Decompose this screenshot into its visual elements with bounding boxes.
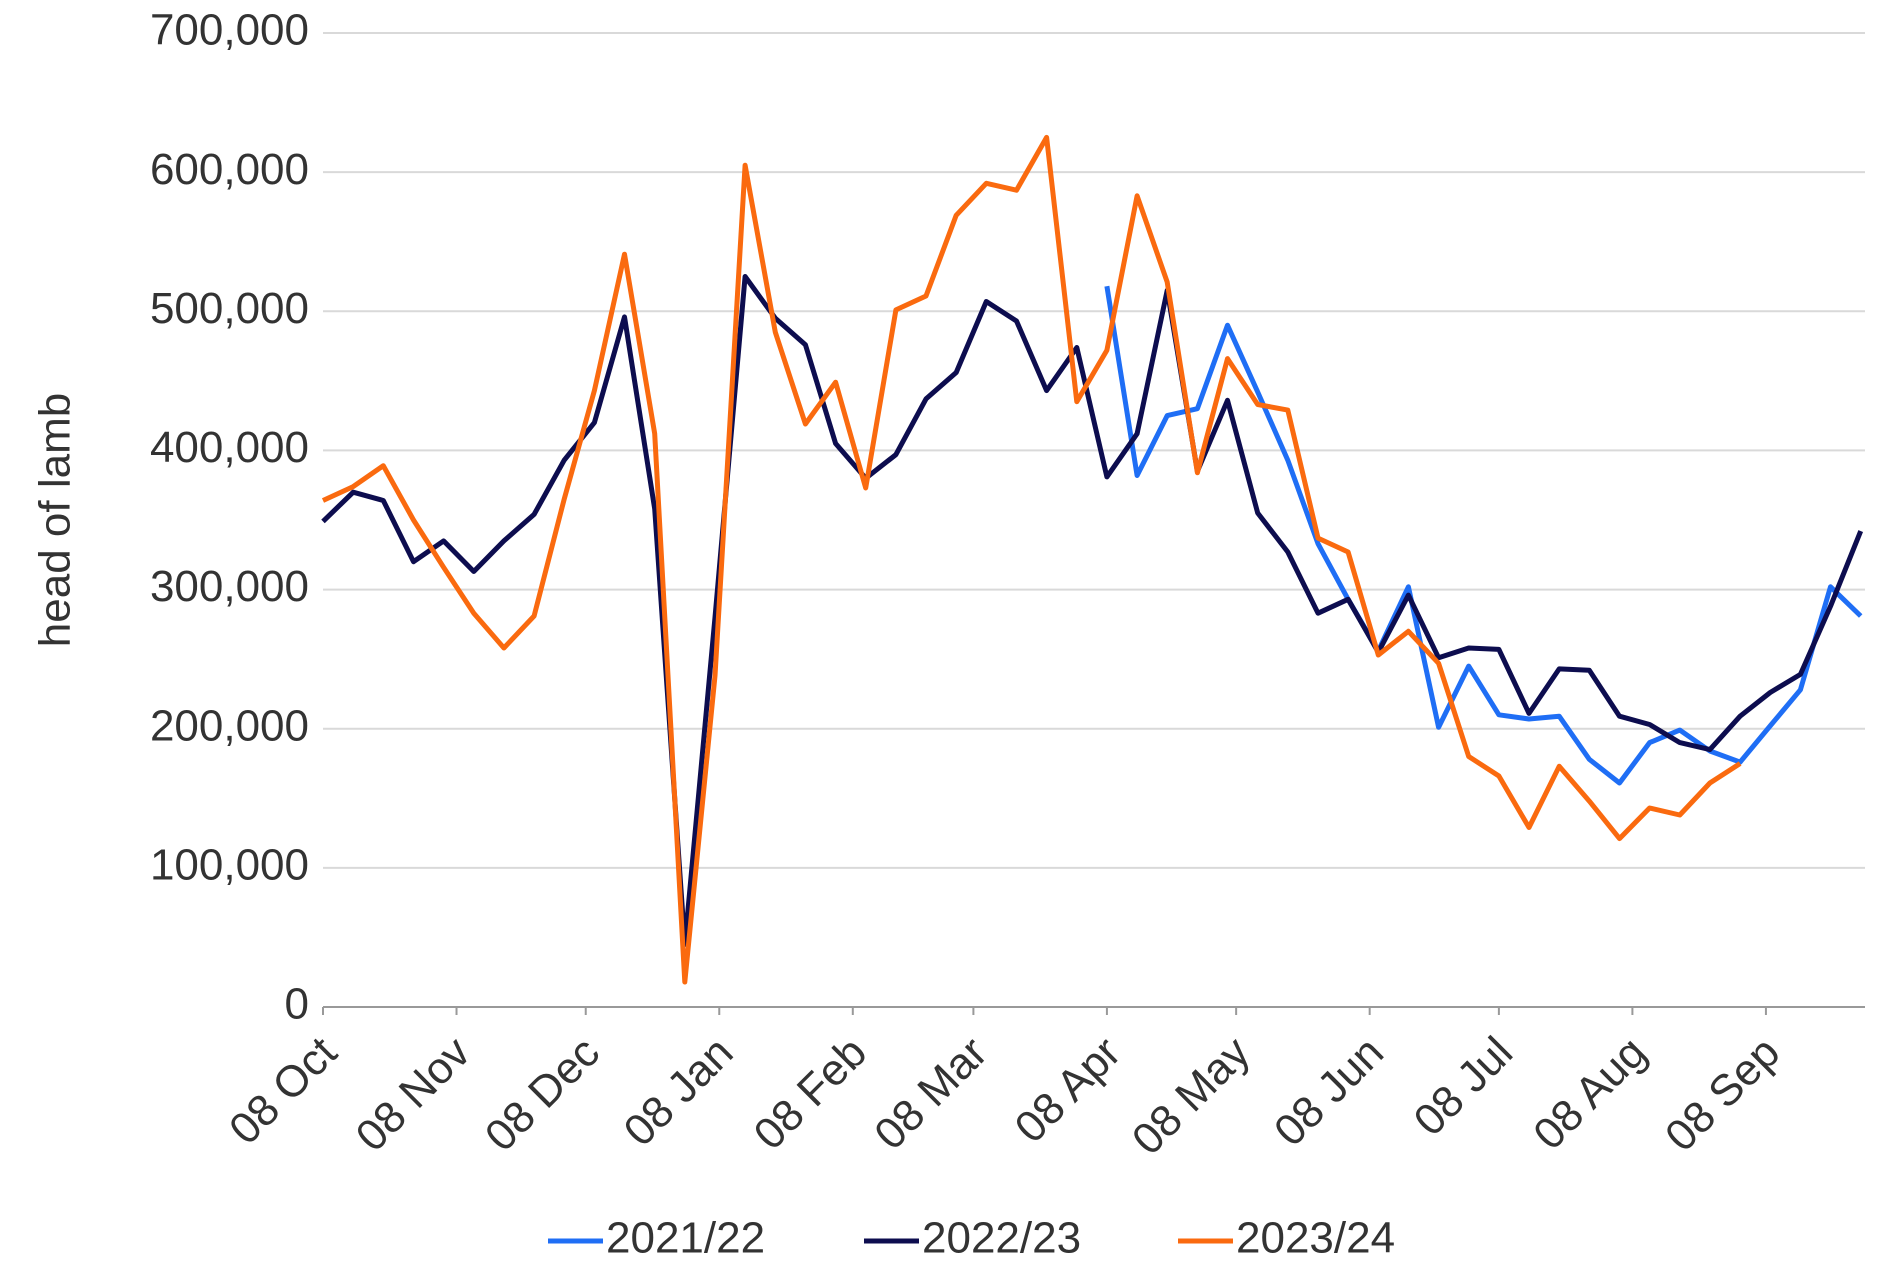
y-tick-label: 300,000 bbox=[150, 562, 309, 611]
x-tick-label: 08 Jan bbox=[614, 1028, 742, 1156]
x-tick-label: 08 Nov bbox=[347, 1028, 480, 1161]
y-tick-label: 400,000 bbox=[150, 423, 309, 472]
legend-label: 2023/24 bbox=[1236, 1214, 1395, 1261]
y-tick-label: 0 bbox=[285, 980, 309, 1029]
y-tick-label: 100,000 bbox=[150, 840, 309, 889]
y-tick-label: 600,000 bbox=[150, 145, 309, 194]
x-tick-label: 08 Feb bbox=[745, 1028, 877, 1160]
y-axis-title: head of lamb bbox=[31, 393, 80, 647]
x-tick-label: 08 Jul bbox=[1404, 1028, 1522, 1146]
series-line bbox=[1104, 285, 1863, 786]
y-tick-label: 200,000 bbox=[150, 701, 309, 750]
legend-label: 2022/23 bbox=[922, 1214, 1081, 1261]
x-tick-label: 08 Apr bbox=[1006, 1028, 1131, 1153]
x-tick-label: 08 May bbox=[1123, 1028, 1260, 1165]
series-line bbox=[321, 134, 1742, 985]
x-tick-label: 08 Dec bbox=[476, 1028, 609, 1161]
legend-label: 2021/22 bbox=[606, 1214, 765, 1261]
x-tick-label: 08 Jun bbox=[1265, 1028, 1393, 1156]
y-tick-label: 500,000 bbox=[150, 284, 309, 333]
x-tick-label: 08 Oct bbox=[220, 1028, 346, 1154]
x-tick-label: 08 Sep bbox=[1656, 1028, 1789, 1161]
x-tick-label: 08 Mar bbox=[865, 1028, 996, 1159]
x-tick-label: 08 Aug bbox=[1524, 1028, 1656, 1160]
y-tick-label: 700,000 bbox=[150, 6, 309, 55]
